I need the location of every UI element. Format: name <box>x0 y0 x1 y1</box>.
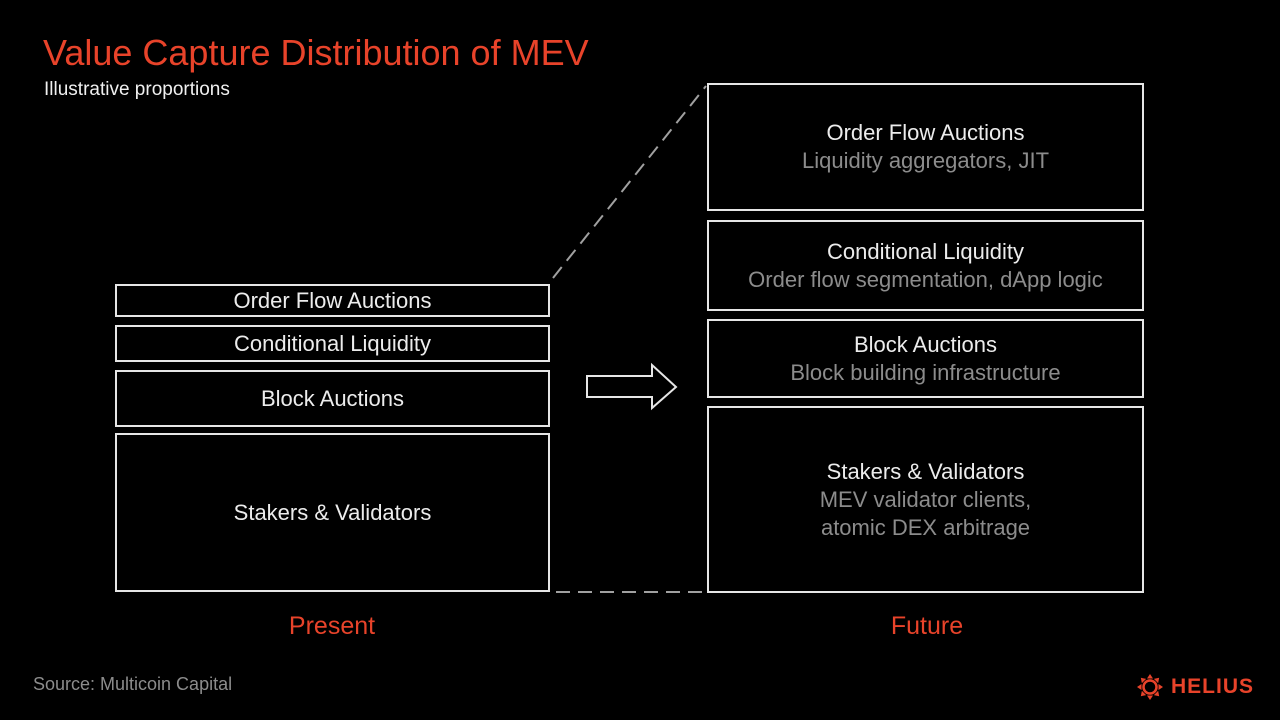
layer-subtitle: MEV validator clients, <box>819 486 1032 512</box>
layer-subtitle: Liquidity aggregators, JIT <box>801 148 1050 173</box>
arrow-right-icon <box>586 362 678 411</box>
source-note: Source: Multicoin Capital <box>33 674 233 694</box>
layer-title: Block Auctions <box>853 331 998 357</box>
zoom-line-top <box>552 85 707 279</box>
logo-text: HELIUS <box>1171 675 1255 698</box>
present-layer-conditional-liquidity: Conditional Liquidity <box>115 325 550 362</box>
helius-logo: HELIUS <box>1137 674 1254 700</box>
present-label: Present <box>288 612 376 640</box>
present-layer-block-auctions: Block Auctions <box>115 370 550 427</box>
page-subtitle: Illustrative proportions <box>44 79 230 100</box>
future-layer-block-auctions: Block Auctions Block building infrastruc… <box>707 319 1144 398</box>
layer-subtitle: Order flow segmentation, dApp logic <box>748 266 1103 292</box>
layer-title: Conditional Liquidity <box>827 238 1024 264</box>
layer-subtitle: Block building infrastructure <box>790 359 1061 385</box>
layer-title: Order Flow Auctions <box>826 120 1025 145</box>
page-title: Value Capture Distribution of MEV <box>43 32 589 73</box>
layer-title: Conditional Liquidity <box>234 330 431 356</box>
layer-subtitle-line2: atomic DEX arbitrage <box>820 514 1031 540</box>
sun-icon <box>1137 674 1163 700</box>
layer-title: Stakers & Validators <box>826 458 1025 484</box>
layer-title: Stakers & Validators <box>233 499 432 525</box>
future-layer-order-flow-auctions: Order Flow Auctions Liquidity aggregator… <box>707 83 1144 211</box>
future-label: Future <box>890 612 964 640</box>
present-layer-stakers-validators: Stakers & Validators <box>115 433 550 592</box>
layer-title: Block Auctions <box>260 385 405 411</box>
future-layer-conditional-liquidity: Conditional Liquidity Order flow segment… <box>707 220 1144 311</box>
future-layer-stakers-validators: Stakers & Validators MEV validator clien… <box>707 406 1144 593</box>
present-layer-order-flow-auctions: Order Flow Auctions <box>115 284 550 317</box>
layer-title: Order Flow Auctions <box>233 287 432 313</box>
